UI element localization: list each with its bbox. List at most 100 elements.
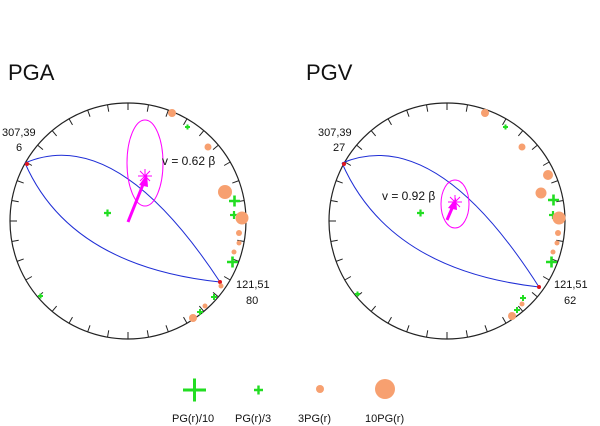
nodal-plane-2 [341,162,540,288]
panel-pga: PGA [2,60,270,340]
tick-mark [551,180,559,184]
tick-mark [542,276,550,281]
tick-mark [330,239,338,242]
tick-mark [232,180,240,184]
tick-mark [183,316,188,324]
tick-mark [87,109,91,117]
panel-pgv: PGV [306,60,588,340]
velocity-label: v = 0.62 β [162,154,215,168]
rake-label: 27 [333,142,345,154]
station-symbols [355,109,566,320]
tick-mark [223,161,231,166]
orange-dot [519,301,525,307]
strike-dip-label: 121,51 [236,279,270,291]
tick-mark [502,316,507,324]
tick-mark [356,144,363,151]
green-plus [197,309,203,315]
tick-mark [11,239,19,242]
tick-mark [531,291,538,298]
legend-item-10pg: 10PG(r) [365,379,404,425]
tick-mark [344,276,352,281]
green-plus [417,209,424,217]
tick-mark [517,305,524,312]
tick-mark [344,161,352,166]
green-plus [355,291,360,297]
tick-mark [335,258,343,262]
legend-label: PG(r)/10 [172,413,214,425]
tick-mark [146,330,149,338]
strike-dip-label: 307,39 [318,127,352,139]
orange-dot [168,109,176,117]
tick-mark [556,239,564,242]
tick-mark [426,330,429,338]
tick-mark [212,144,219,151]
tick-mark [87,325,91,333]
orange-dot [218,185,232,199]
slip-point [537,285,541,289]
tick-mark [237,239,245,242]
legend-item-3pg: 3PG(r) [298,385,331,425]
nodal-plane-1 [24,154,221,283]
tick-mark [542,161,550,166]
tick-mark [68,118,73,126]
rake-label: 80 [246,295,258,307]
orange-dot [552,211,566,225]
orange-dot [204,143,212,151]
orange-dot [481,109,489,117]
green-plus [229,195,240,207]
tick-mark [165,325,169,333]
tick-mark [387,118,392,126]
slip-point [25,162,29,166]
tick-mark [25,276,33,281]
green-plus [38,293,43,299]
legend-label: 10PG(r) [365,413,404,425]
tick-mark [335,180,343,184]
stereonet-circle [328,102,566,340]
panel-title: PGA [8,60,55,85]
tick-mark [223,276,231,281]
orange-dot [550,249,556,255]
orange-dot [543,170,553,180]
uncertainty-ellipse [440,179,470,229]
tick-mark [556,200,564,203]
legend-item-pg-div-10: PG(r)/10 [172,378,214,425]
tick-mark [426,104,429,112]
tick-mark [11,200,19,203]
orange-dot [218,283,224,289]
tick-mark [406,325,410,333]
legend-symbol-small-plus [254,385,263,395]
strike-dip-label: 307,39 [2,127,36,139]
station-symbols [38,109,249,322]
orange-dot [554,240,560,246]
green-plus [211,294,217,300]
velocity-vector [445,195,462,221]
tick-mark [198,305,205,312]
tick-mark [370,130,377,137]
tick-mark [68,316,73,324]
tick-mark [107,330,110,338]
green-plus [548,194,559,206]
tick-mark [16,180,24,184]
green-plus [104,209,111,217]
green-plus [520,295,526,301]
tick-mark [387,316,392,324]
slip-point [342,162,346,166]
panel-title: PGV [306,60,353,85]
legend-label: 3PG(r) [298,413,331,425]
tick-mark [51,130,58,137]
tick-mark [107,104,110,112]
legend-label: PG(r)/3 [235,413,271,425]
velocity-label: v = 0.92 β [382,189,435,203]
green-plus [227,256,238,268]
rake-label: 62 [564,295,576,307]
tick-mark [146,104,149,112]
rake-label: 6 [16,142,22,154]
velocity-vector [126,169,152,223]
tick-mark [531,144,538,151]
tick-mark [37,144,44,151]
orange-dot [236,240,242,246]
legend-item-pg-div-3: PG(r)/3 [235,385,271,425]
tick-mark [465,104,468,112]
tick-mark [183,118,188,126]
